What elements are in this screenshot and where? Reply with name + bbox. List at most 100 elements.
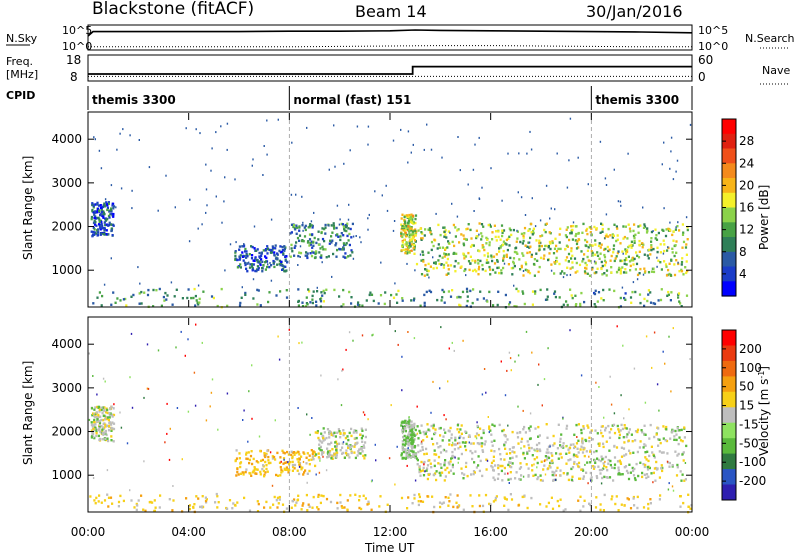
power-point xyxy=(636,254,639,257)
power-point xyxy=(306,303,309,306)
velocity-point xyxy=(346,435,349,438)
power-sparse-point xyxy=(185,127,187,130)
velocity-point xyxy=(243,496,246,500)
power-point xyxy=(298,225,301,228)
power-point xyxy=(663,260,666,263)
power-point xyxy=(310,254,314,258)
power-point xyxy=(581,260,584,263)
velocity-point xyxy=(366,503,369,506)
power-point xyxy=(349,227,352,231)
power-point xyxy=(110,207,113,210)
velocity-point xyxy=(632,451,635,454)
power-point xyxy=(535,239,538,242)
velocity-point xyxy=(641,475,644,479)
velocity-point xyxy=(567,448,570,451)
power-point xyxy=(670,258,673,261)
velocity-point xyxy=(362,494,365,497)
power-sparse-point xyxy=(339,218,341,221)
power-point xyxy=(348,232,351,236)
freq-label-2: [MHz] xyxy=(6,68,38,81)
velocity-point xyxy=(98,494,101,497)
velocity-point xyxy=(256,510,260,513)
power-point xyxy=(460,233,463,236)
velocity-sparse-point xyxy=(194,404,197,407)
power-point xyxy=(92,226,95,229)
power-point xyxy=(273,251,276,254)
power-point xyxy=(528,228,531,231)
power-point xyxy=(90,215,93,219)
power-sparse-point xyxy=(380,261,382,264)
velocity-point xyxy=(188,504,192,507)
power-point xyxy=(566,226,569,229)
power-sparse-point xyxy=(568,159,570,162)
velocity-point xyxy=(621,427,625,431)
velocity-point xyxy=(592,467,596,470)
velocity-sparse-point xyxy=(217,428,219,431)
velocity-point xyxy=(379,495,382,498)
velocity-point xyxy=(447,461,450,464)
power-sparse-point xyxy=(299,256,301,258)
power-point xyxy=(313,236,316,240)
velocity-point xyxy=(620,446,623,449)
power-sparse-point xyxy=(670,150,672,153)
power-point xyxy=(441,246,444,249)
power-sparse-point xyxy=(331,275,333,278)
power-point xyxy=(524,244,527,247)
velocity-point xyxy=(589,503,592,507)
velocity-point xyxy=(112,413,116,417)
power-point xyxy=(685,260,688,263)
power-sparse-point xyxy=(210,169,212,172)
velocity-point xyxy=(542,468,545,471)
power-point xyxy=(234,254,237,258)
velocity-point xyxy=(596,476,599,480)
velocity-point xyxy=(525,463,528,466)
velocity-sparse-point xyxy=(394,483,396,486)
power-point xyxy=(570,247,573,250)
power-point xyxy=(626,250,629,254)
velocity-point xyxy=(582,475,585,478)
velocity-point xyxy=(539,474,542,477)
power-point xyxy=(342,234,345,237)
power-point xyxy=(634,290,637,294)
velocity-point xyxy=(606,469,609,472)
power-point xyxy=(678,229,681,232)
velocity-point xyxy=(236,501,239,504)
velocity-point xyxy=(634,478,637,482)
velocity-point xyxy=(238,452,241,455)
velocity-point xyxy=(609,463,612,467)
velocity-point xyxy=(581,442,584,445)
power-point xyxy=(530,253,533,257)
power-point xyxy=(122,298,125,301)
power-point xyxy=(641,242,644,245)
velocity-point xyxy=(94,428,97,432)
power-point xyxy=(251,245,254,249)
power-point xyxy=(417,229,420,232)
velocity-point xyxy=(632,474,636,477)
velocity-point xyxy=(351,445,354,448)
power-point xyxy=(646,299,649,303)
power-point xyxy=(469,289,472,293)
power-sparse-point xyxy=(675,170,677,173)
velocity-point xyxy=(629,452,632,455)
velocity-point xyxy=(153,509,156,513)
velocity-sparse-point xyxy=(667,488,670,491)
power-point xyxy=(324,223,327,227)
velocity-sparse-point xyxy=(371,334,373,337)
power-point xyxy=(300,239,304,243)
power-point xyxy=(273,265,276,269)
power-point xyxy=(451,289,454,292)
velocity-point xyxy=(589,471,592,475)
power-point xyxy=(256,248,259,251)
power-sparse-point xyxy=(270,279,273,282)
velocity-point xyxy=(634,430,638,433)
power-sparse-point xyxy=(394,282,396,285)
velocity-sparse-point xyxy=(175,346,177,349)
velocity-point xyxy=(614,502,617,506)
velocity-point xyxy=(565,424,569,428)
velocity-point xyxy=(418,465,421,468)
velocity-point xyxy=(572,443,575,446)
power-point xyxy=(681,223,684,226)
velocity-point xyxy=(406,442,409,446)
power-point xyxy=(332,222,335,225)
velocity-point xyxy=(302,451,305,454)
